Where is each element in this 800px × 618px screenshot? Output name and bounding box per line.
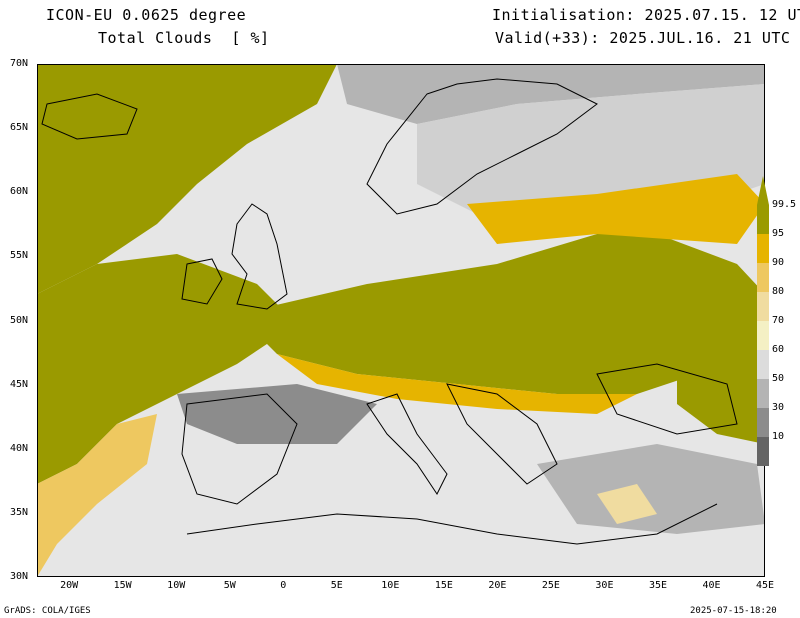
coast-britain <box>231 203 288 310</box>
colorbar-level-label: 80 <box>772 286 785 297</box>
lon-label: 5W <box>223 580 236 591</box>
colorbar-level-label: 70 <box>772 315 785 326</box>
colorbar-level-label: 10 <box>772 431 785 442</box>
lon-label: 30E <box>595 580 614 591</box>
coast-ireland <box>181 258 223 305</box>
lon-label: 25E <box>541 580 560 591</box>
cloud-fields <box>37 64 765 577</box>
lon-label: 15W <box>113 580 132 591</box>
lat-label: 45N <box>10 378 29 390</box>
coast-iceland <box>41 93 138 140</box>
colorbar-segment <box>757 408 769 437</box>
colorbar-segment <box>757 205 769 234</box>
colorbar-level-label: 30 <box>772 402 785 413</box>
footer-credit: GrADS: COLA/IGES <box>4 606 91 616</box>
variable-title: Total Clouds [ %] <box>98 29 270 47</box>
coast-italy <box>366 393 448 495</box>
coast-iberia <box>181 393 298 505</box>
colorbar-level-label: 99.5 <box>772 199 797 210</box>
valid-time: Valid(+33): 2025.JUL.16. 21 UTC <box>495 29 791 47</box>
colorbar-segment <box>757 437 769 466</box>
coast-balkans <box>446 383 558 485</box>
footer-timestamp: 2025-07-15-18:20 <box>690 606 777 616</box>
lon-label: 10W <box>167 580 186 591</box>
colorbar-level-label: 95 <box>772 228 785 239</box>
colorbar-segment <box>757 350 769 379</box>
lat-label: 60N <box>10 186 29 198</box>
lat-label: 65N <box>10 122 29 134</box>
model-title: ICON-EU 0.0625 degree <box>46 6 247 24</box>
lon-label: 35E <box>648 580 667 591</box>
colorbar-segment <box>757 379 769 408</box>
coastlines <box>41 78 738 545</box>
lon-label: 10E <box>381 580 400 591</box>
lon-label: 5E <box>330 580 343 591</box>
colorbar-segment <box>757 234 769 263</box>
lon-label: 40E <box>702 580 721 591</box>
coast-black-sea <box>596 363 738 435</box>
cloud-cover-map <box>37 64 765 577</box>
lat-label: 55N <box>10 250 29 262</box>
colorbar-segment <box>757 263 769 292</box>
lon-label: 0 <box>280 580 287 591</box>
lat-label: 30N <box>10 571 29 582</box>
colorbar-level-label: 90 <box>772 257 785 268</box>
colorbar-segment <box>757 321 769 350</box>
colorbar-top-arrow <box>757 176 769 205</box>
lat-label: 35N <box>10 506 29 518</box>
colorbar <box>757 176 769 466</box>
lat-label: 70N <box>10 58 29 69</box>
colorbar-level-label: 50 <box>772 373 785 384</box>
lat-label: 40N <box>10 442 29 454</box>
coast-mediterranean-south <box>186 503 718 545</box>
lon-label: 20W <box>60 580 79 591</box>
init-time: Initialisation: 2025.07.15. 12 UTC <box>492 6 800 24</box>
lon-label: 15E <box>434 580 453 591</box>
colorbar-level-label: 60 <box>772 344 785 355</box>
colorbar-segment <box>757 292 769 321</box>
lon-label: 45E <box>756 580 775 591</box>
lon-label: 20E <box>488 580 507 591</box>
coast-scandinavia <box>366 78 598 215</box>
lat-label: 50N <box>10 314 29 326</box>
